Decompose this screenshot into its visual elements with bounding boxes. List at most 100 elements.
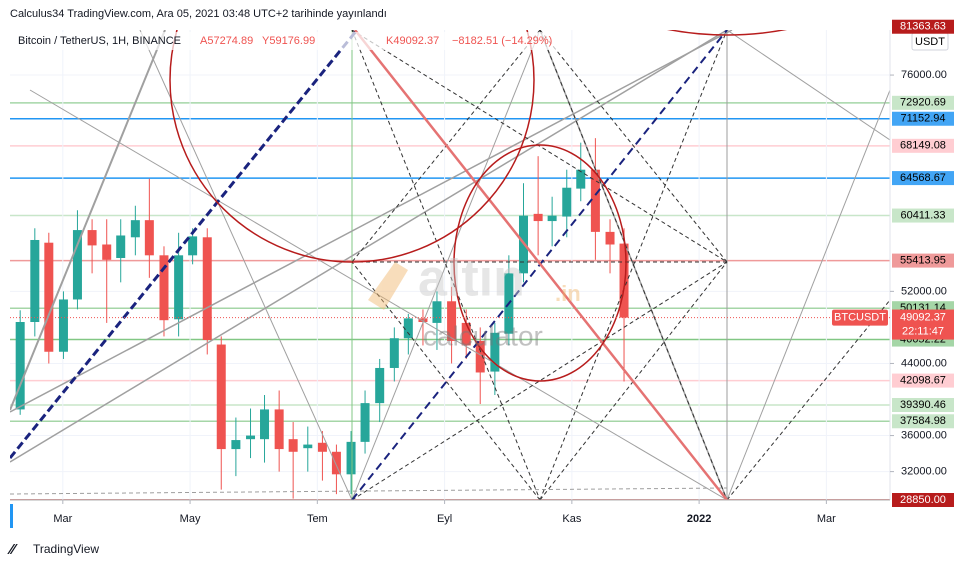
candle-body xyxy=(15,322,25,410)
trend-line xyxy=(726,30,890,141)
footer: TradingView xyxy=(33,542,99,556)
level-label: 72920.69 xyxy=(900,97,946,109)
trend-line xyxy=(10,30,166,411)
x-tick-label: Tem xyxy=(307,513,328,525)
candle-body xyxy=(533,213,543,222)
candle-body xyxy=(447,301,457,341)
candle-body xyxy=(246,435,256,440)
currency[interactable]: USDT xyxy=(915,36,945,48)
level-label: 28850.00 xyxy=(900,494,946,506)
level-label: 39390.46 xyxy=(900,399,946,411)
watermark-domain: .in xyxy=(555,281,581,306)
trend-line xyxy=(726,89,890,500)
candle-body xyxy=(260,409,270,440)
watermark-brand: altın xyxy=(418,250,525,308)
symbol-badge xyxy=(832,309,888,326)
candle-body xyxy=(174,255,184,320)
x-tick-label: 2022 xyxy=(687,513,711,525)
y-tick-label: 36000.00 xyxy=(901,429,947,441)
legend-close: K49092.37 xyxy=(386,35,439,47)
level-label: 71152.94 xyxy=(900,113,945,125)
candle-body xyxy=(461,322,471,346)
candle-body xyxy=(403,318,413,339)
trend-line xyxy=(10,30,728,463)
symbol-label: BTCUSDT xyxy=(834,311,886,323)
level-label: 37584.98 xyxy=(900,415,946,427)
arc xyxy=(453,144,627,382)
countdown: 22:11:47 xyxy=(902,325,944,337)
candle-body xyxy=(346,441,356,475)
scroll-marker xyxy=(10,504,13,528)
y-tick-label: 76000.00 xyxy=(901,69,947,81)
candle-body xyxy=(576,169,586,189)
logo: ⁄⁄ xyxy=(7,541,19,558)
candle-body xyxy=(231,440,241,450)
last-price-label: 49092.37 xyxy=(900,311,946,323)
trend-line xyxy=(10,30,733,413)
y-tick-label: 32000.00 xyxy=(901,466,947,478)
level-label: 68149.08 xyxy=(900,140,946,152)
legend-bg xyxy=(10,32,570,50)
candle-body xyxy=(288,439,298,452)
candle-body xyxy=(547,215,557,222)
candle-body xyxy=(102,244,112,260)
watermark: altın .in calculator xyxy=(368,250,581,351)
level-badge xyxy=(892,208,954,223)
level-label: 60411.33 xyxy=(900,209,945,221)
legend-symbol: Bitcoin / TetherUS, 1H, BINANCE xyxy=(18,35,181,47)
x-tick-label: Kas xyxy=(562,513,581,525)
level-badge xyxy=(892,95,954,110)
level-badge xyxy=(892,253,954,268)
candle-body xyxy=(87,230,97,246)
candle-body xyxy=(590,169,600,232)
x-tick-label: May xyxy=(180,513,201,525)
level-badge xyxy=(892,414,954,429)
candle-body xyxy=(303,444,313,449)
trend-line xyxy=(10,30,359,459)
header-title: Calculus34 TradingView.com, Ara 05, 2021… xyxy=(10,8,387,20)
candle-body xyxy=(130,220,140,238)
level-badge xyxy=(892,111,954,126)
candle-body xyxy=(619,243,629,318)
candle-body xyxy=(72,230,82,300)
y-tick-label: 52000.00 xyxy=(901,285,947,297)
level-badge xyxy=(892,373,954,388)
candle-body xyxy=(188,236,198,256)
candle-body xyxy=(331,451,341,475)
trend-line xyxy=(139,30,353,500)
candle-body xyxy=(58,299,68,352)
arc xyxy=(169,30,535,263)
level-badge xyxy=(892,171,954,186)
candle-body xyxy=(30,239,40,323)
candle-body xyxy=(317,442,327,452)
x-tick-label: Eyl xyxy=(437,513,452,525)
level-label: 42098.67 xyxy=(900,375,946,387)
level-label: 64568.67 xyxy=(900,172,946,184)
candle-body xyxy=(144,220,154,256)
candle-body xyxy=(159,255,169,321)
watermark-sub: calculator xyxy=(423,320,543,351)
candle-body xyxy=(360,403,370,442)
legend-high: Y59176.99 xyxy=(262,35,315,47)
candle-body xyxy=(475,340,485,373)
candle-body xyxy=(418,318,428,323)
x-tick-label: Mar xyxy=(53,513,72,525)
level-badge xyxy=(892,138,954,153)
drawings xyxy=(10,30,890,500)
level-badge xyxy=(892,493,954,507)
candle-body xyxy=(605,231,615,245)
x-tick-label: Mar xyxy=(817,513,836,525)
candle-body xyxy=(216,344,226,450)
plot xyxy=(10,30,890,500)
candle-body xyxy=(44,242,54,352)
level-badge xyxy=(892,19,954,34)
candle-body xyxy=(432,301,442,323)
candle-body xyxy=(202,237,212,341)
candle-body xyxy=(562,187,572,217)
level-label: 81363.63 xyxy=(900,21,946,33)
legend-open: A57274.89 xyxy=(200,35,253,47)
candle-body xyxy=(375,367,385,404)
arc xyxy=(667,30,787,36)
level-label: 55413.95 xyxy=(900,254,946,266)
